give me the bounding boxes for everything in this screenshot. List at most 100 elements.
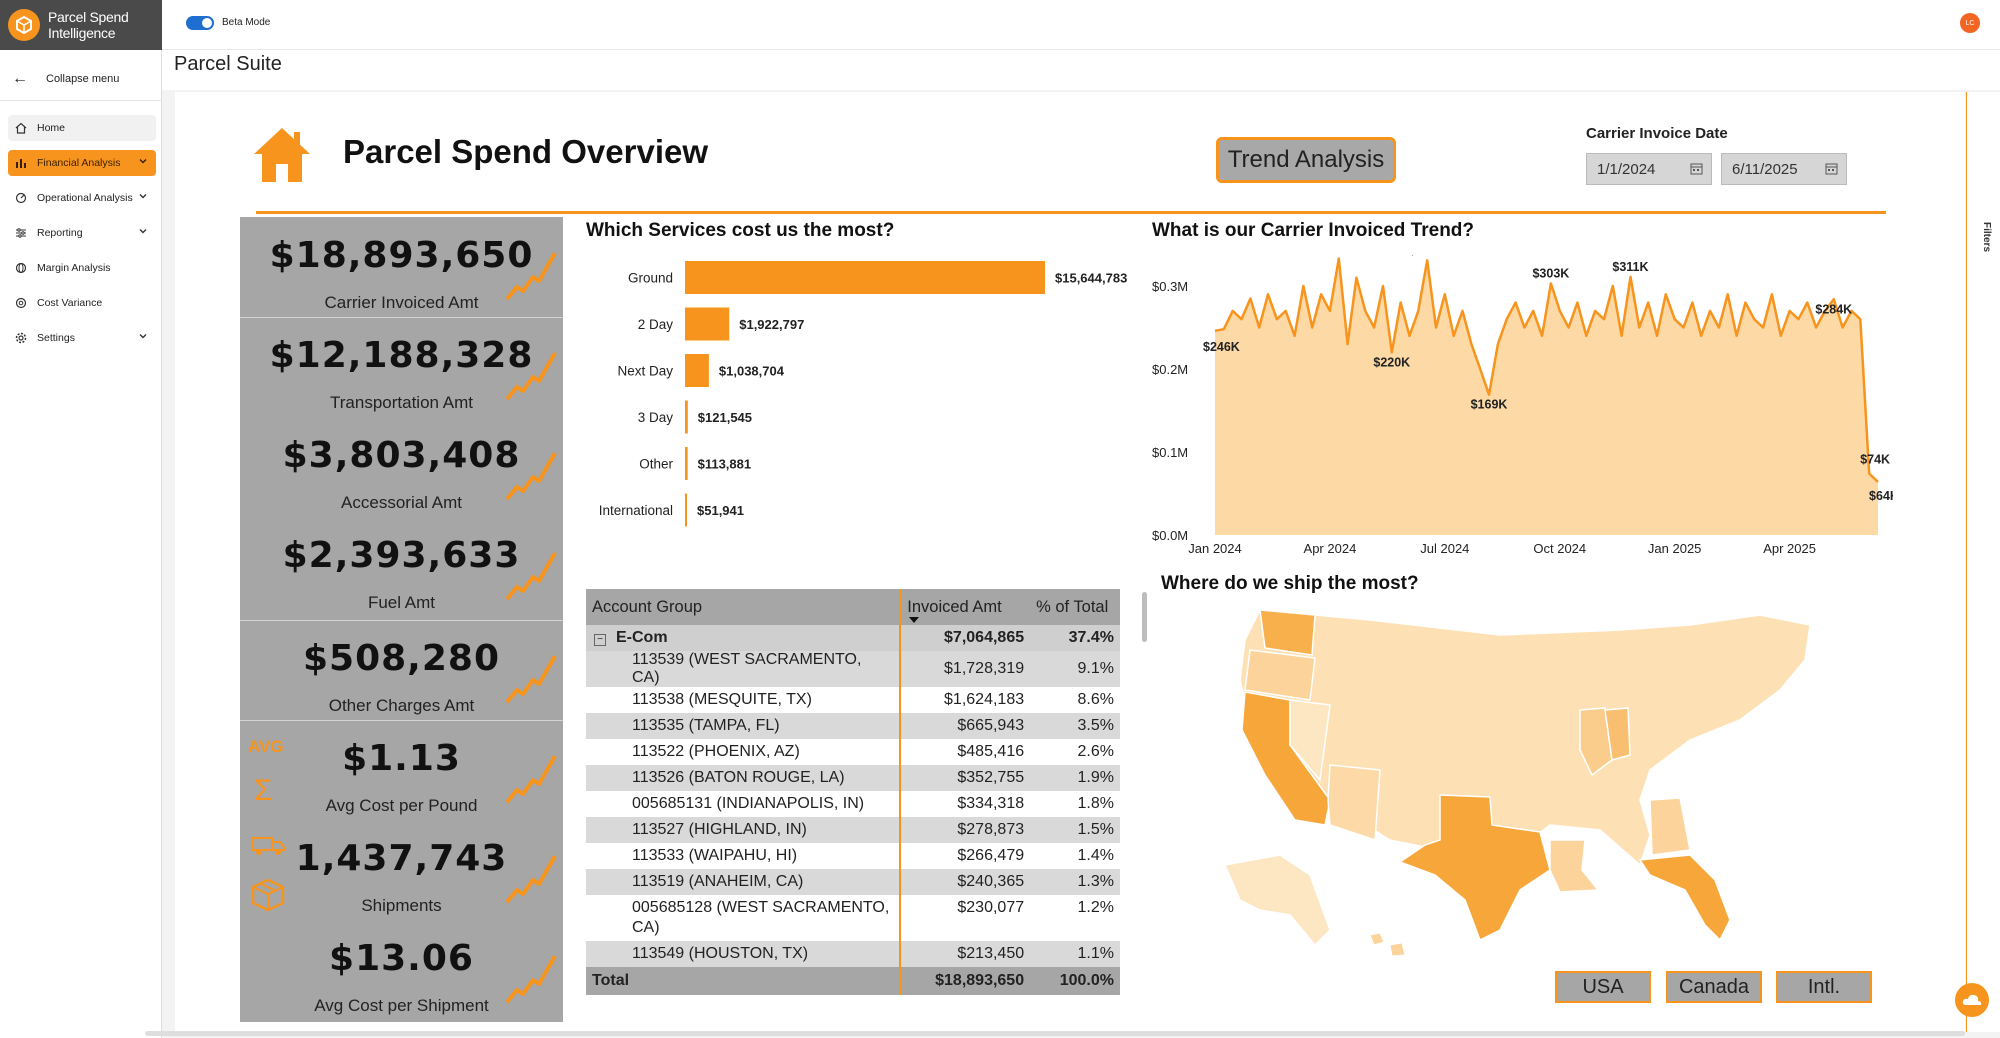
- kpi-avg-cost-shipment[interactable]: $13.06 Avg Cost per Shipment: [240, 920, 563, 1020]
- map-region-indiana[interactable]: [1604, 707, 1631, 761]
- map-region-hawaii[interactable]: [1369, 932, 1406, 957]
- bar[interactable]: [685, 400, 688, 434]
- table-row[interactable]: 113533 (WAIPAHU, HI) $266,479 1.4%: [586, 843, 1120, 869]
- map-region-oregon[interactable]: [1244, 649, 1316, 701]
- kpi-avg-cost-pound[interactable]: $1.13 Avg Cost per Pound: [240, 720, 563, 820]
- map-intl-button[interactable]: Intl.: [1776, 971, 1872, 1003]
- beta-mode-toggle[interactable]: [186, 16, 214, 30]
- bar-category-label: 2 Day: [638, 317, 674, 332]
- sidebar-item-home[interactable]: Home: [8, 115, 156, 141]
- horizontal-scrollbar[interactable]: [145, 1031, 1965, 1036]
- sidebar-item-margin-analysis[interactable]: Margin Analysis: [8, 255, 156, 281]
- kpi-transportation[interactable]: $12,188,328 Transportation Amt: [240, 317, 563, 417]
- data-point-label: $246K: [1203, 340, 1240, 354]
- table-row[interactable]: 113519 (ANAHEIM, CA) $240,365 1.3%: [586, 869, 1120, 895]
- table-cell: 005685131 (INDIANAPOLIS, IN): [586, 791, 902, 817]
- kpi-label: Transportation Amt: [330, 393, 473, 412]
- trend-area-chart: $0.0M $0.1M $0.2M $0.3M Jan 2024 Apr 2024 Jul …: [1152, 255, 1893, 556]
- chevron-down-icon: [138, 331, 148, 344]
- table-cell: 113526 (BATON ROUGE, LA): [586, 765, 902, 791]
- map-region-louisiana[interactable]: [1549, 839, 1600, 893]
- sliders-icon: [14, 226, 28, 240]
- map-region-florida[interactable]: [1638, 854, 1731, 942]
- bar[interactable]: [685, 261, 1045, 294]
- table-cell: 005685128 (WEST SACRAMENTO, CA): [586, 895, 902, 941]
- map-region-arizona[interactable]: [1327, 764, 1381, 842]
- sidebar-item-settings[interactable]: Settings: [8, 325, 156, 351]
- kpi-fuel[interactable]: $2,393,633 Fuel Amt: [240, 517, 563, 617]
- table-row[interactable]: 113522 (PHOENIX, AZ) $485,416 2.6%: [586, 739, 1120, 765]
- home-icon[interactable]: [252, 126, 312, 189]
- y-tick-label: $0.1M: [1152, 445, 1188, 460]
- sidebar-item-operational-analysis[interactable]: Operational Analysis: [8, 185, 156, 211]
- column-header-invoiced-amt[interactable]: Invoiced Amt: [900, 589, 1031, 625]
- kpi-other-charges[interactable]: $508,280 Other Charges Amt: [240, 620, 563, 720]
- bar[interactable]: [685, 307, 730, 341]
- table-scrollbar[interactable]: [1142, 592, 1147, 642]
- sidebar-item-reporting[interactable]: Reporting: [8, 220, 156, 246]
- bar[interactable]: [685, 447, 688, 480]
- table-cell: 1.5%: [1030, 817, 1120, 843]
- beta-mode-label: Beta Mode: [222, 17, 271, 28]
- map-region-illinois[interactable]: [1579, 707, 1613, 777]
- calendar-icon[interactable]: [1825, 162, 1838, 179]
- table-row[interactable]: 005685128 (WEST SACRAMENTO, CA) $230,077 1…: [586, 895, 1120, 941]
- map-usa-button[interactable]: USA: [1555, 971, 1651, 1003]
- table-row[interactable]: 113527 (HIGHLAND, IN) $278,873 1.5%: [586, 817, 1120, 843]
- table-cell: 1.1%: [1030, 941, 1120, 967]
- bar[interactable]: [685, 354, 709, 387]
- table-row[interactable]: 113535 (TAMPA, FL) $665,943 3.5%: [586, 713, 1120, 739]
- trend-up-icon: [505, 955, 557, 1004]
- table-row[interactable]: 113549 (HOUSTON, TX) $213,450 1.1%: [586, 941, 1120, 967]
- map-canada-button[interactable]: Canada: [1666, 971, 1762, 1003]
- kpi-value: $13.06: [329, 938, 474, 979]
- brand-logo[interactable]: Parcel Spend Intelligence: [0, 0, 162, 50]
- trend-analysis-button[interactable]: Trend Analysis: [1216, 137, 1396, 183]
- map-region-georgia[interactable]: [1649, 797, 1691, 856]
- collapse-toggle-icon[interactable]: −: [594, 634, 606, 646]
- map-title: Where do we ship the most?: [1161, 573, 1419, 594]
- trend-line[interactable]: [1214, 257, 1879, 483]
- table-cell: 113538 (MESQUITE, TX): [586, 687, 902, 713]
- user-avatar[interactable]: LC: [1960, 13, 1980, 33]
- table-cell: $213,450: [900, 941, 1031, 967]
- table-row[interactable]: 113538 (MESQUITE, TX) $1,624,183 8.6%: [586, 687, 1120, 713]
- chat-assistant-button[interactable]: [1955, 983, 1989, 1017]
- kpi-shipments[interactable]: 1,437,743 Shipments: [240, 820, 563, 920]
- kpi-accessorial[interactable]: $3,803,408 Accessorial Amt: [240, 417, 563, 517]
- kpi-label: Carrier Invoiced Amt: [324, 293, 479, 312]
- column-header-account-group[interactable]: Account Group: [586, 589, 902, 625]
- y-tick-label: $0.2M: [1152, 362, 1188, 377]
- us-shipment-map[interactable]: [1220, 600, 1840, 970]
- table-group-row[interactable]: − E-Com $7,064,865 37.4%: [586, 625, 1120, 651]
- table-cell: 100.0%: [1030, 967, 1120, 995]
- kpi-carrier-invoiced[interactable]: $18,893,650 Carrier Invoiced Amt: [240, 217, 563, 317]
- kpi-label: Shipments: [361, 896, 442, 915]
- filters-pane[interactable]: Filters: [1966, 92, 2000, 1032]
- bar[interactable]: [685, 493, 687, 527]
- map-region-texas[interactable]: [1398, 794, 1551, 942]
- bar-data-label: $1,922,797: [739, 317, 804, 332]
- sidebar-item-cost-variance[interactable]: Cost Variance: [8, 290, 156, 316]
- calendar-icon[interactable]: [1690, 162, 1703, 179]
- map-region-nevada[interactable]: [1289, 699, 1331, 782]
- date-from-input[interactable]: 1/1/2024: [1586, 153, 1712, 185]
- table-cell: Total: [586, 967, 902, 995]
- map-region-alaska[interactable]: [1223, 854, 1331, 947]
- table-cell: 113519 (ANAHEIM, CA): [586, 869, 902, 895]
- date-to-input[interactable]: 6/11/2025: [1721, 153, 1847, 185]
- kpi-value: $3,803,408: [282, 435, 521, 476]
- table-row[interactable]: 005685131 (INDIANAPOLIS, IN) $334,318 1.8%: [586, 791, 1120, 817]
- kpi-value: $2,393,633: [282, 535, 521, 576]
- sidebar-item-financial-analysis[interactable]: Financial Analysis: [8, 150, 156, 176]
- column-header-pct-total[interactable]: % of Total: [1030, 589, 1120, 625]
- trend-chart-title: What is our Carrier Invoiced Trend?: [1152, 220, 1475, 241]
- table-row[interactable]: 113526 (BATON ROUGE, LA) $352,755 1.9%: [586, 765, 1120, 791]
- collapse-menu-button[interactable]: ← Collapse menu: [12, 70, 119, 88]
- sidebar-item-label: Settings: [37, 332, 75, 344]
- filters-label: Filters: [1981, 222, 1992, 253]
- trend-up-icon: [505, 252, 557, 301]
- services-bar-chart: Ground $15,644,783 2 Day $1,922,797 Next Day…: [599, 261, 1127, 527]
- map-region-washington[interactable]: [1259, 609, 1316, 656]
- table-row[interactable]: 113539 (WEST SACRAMENTO, CA) $1,728,319 9.…: [586, 651, 1120, 687]
